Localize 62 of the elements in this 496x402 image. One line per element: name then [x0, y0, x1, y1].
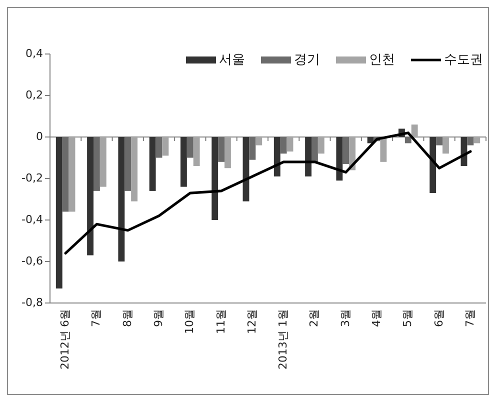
legend-label: 경기 [294, 52, 320, 68]
y-tick-label: -0,6 [22, 254, 43, 268]
x-tick-label: 10월 [183, 309, 196, 334]
x-tick-label: 12월 [245, 309, 258, 334]
bar [156, 137, 162, 158]
bar [62, 137, 69, 212]
bar [249, 137, 256, 160]
bar [474, 137, 480, 144]
x-tick-label: 3월 [338, 309, 352, 327]
y-tick-label: -0,4 [22, 213, 43, 226]
x-tick-label: 4월 [370, 309, 384, 327]
bar [411, 124, 418, 137]
x-tick-label: 2013년 1월 [276, 309, 290, 370]
bar [186, 137, 194, 158]
bar [430, 137, 436, 194]
x-tick-label: 2월 [308, 309, 321, 327]
bar [318, 137, 324, 154]
bar [180, 137, 187, 187]
line-series [64, 132, 472, 254]
bar [280, 137, 287, 154]
bar [336, 137, 343, 181]
bar [100, 137, 106, 187]
bar [124, 137, 132, 191]
x-tick-label: 8월 [120, 309, 134, 327]
y-tick-label: 0,2 [26, 88, 43, 102]
x-tick-label: 7월 [463, 309, 476, 327]
bar [218, 137, 225, 162]
bar [68, 137, 76, 212]
bar [149, 137, 156, 191]
bar [404, 137, 412, 144]
bar [56, 137, 62, 288]
legend-label: 수도권 [444, 52, 483, 68]
bar [274, 137, 280, 176]
bar [311, 137, 318, 162]
legend-label: 인천 [369, 52, 395, 68]
bar [87, 137, 94, 256]
bar [342, 137, 350, 164]
x-tick-label: 7월 [90, 309, 103, 327]
bar [193, 137, 200, 166]
bar [380, 137, 387, 162]
x-tick-label: 11월 [214, 309, 228, 334]
x-tick-label: 5월 [401, 309, 414, 327]
bar [93, 137, 100, 191]
y-tick-label: 0,4 [26, 47, 43, 60]
bar [131, 137, 138, 202]
legend-label: 서울 [219, 52, 245, 68]
bar [286, 137, 294, 152]
bar [118, 137, 125, 262]
bar [305, 137, 312, 176]
x-tick-label: 2012년 6월 [58, 309, 72, 370]
y-tick-label: -0,8 [22, 296, 43, 310]
bar [442, 137, 449, 154]
bar [436, 137, 443, 146]
bar [256, 137, 262, 146]
y-tick-label: 0 [36, 130, 43, 144]
bar [212, 137, 218, 220]
y-tick-label: -0,2 [22, 172, 43, 185]
x-tick-label: 6월 [432, 309, 446, 327]
bar [467, 137, 474, 146]
bar [162, 137, 169, 156]
x-tick-label: 9월 [152, 309, 166, 327]
bar [224, 137, 231, 168]
